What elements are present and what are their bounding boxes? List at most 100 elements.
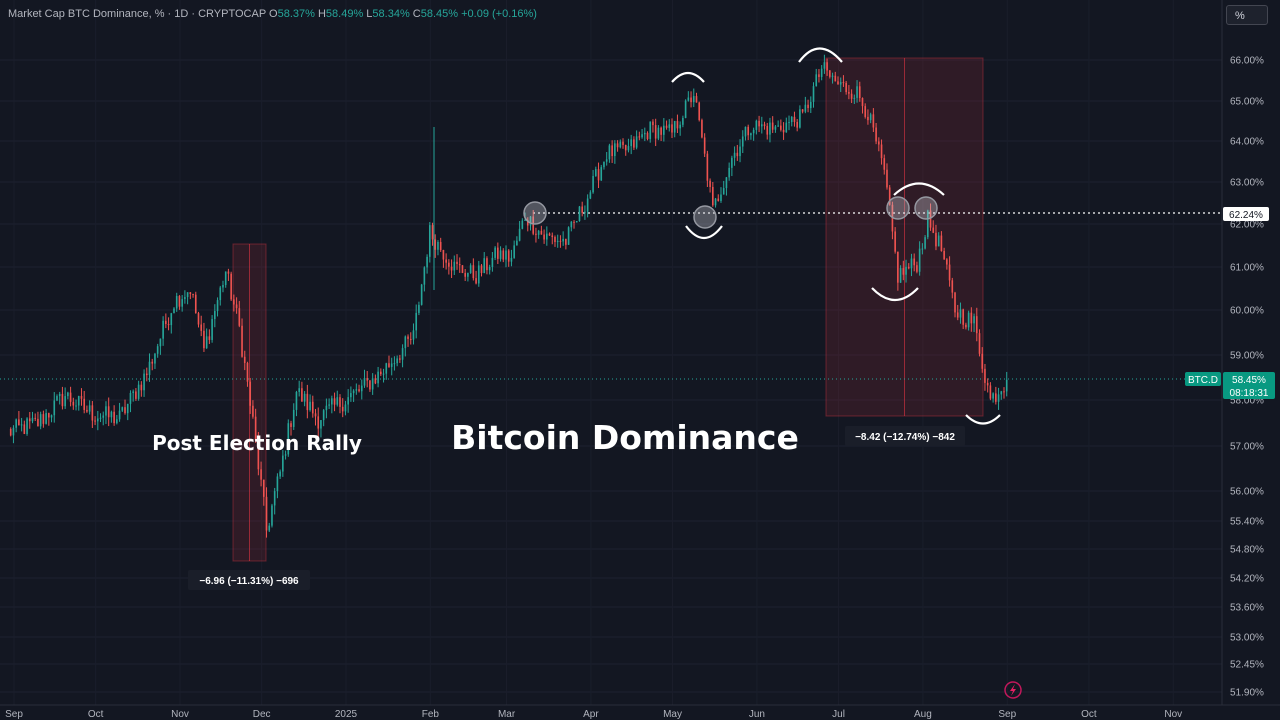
candle-body [540, 230, 543, 235]
candle-body [276, 476, 279, 492]
x-tick-label: Oct [1081, 709, 1097, 720]
candle-body [352, 390, 355, 394]
candle-body [442, 250, 445, 260]
candle-body [663, 125, 665, 135]
candle-body [23, 424, 26, 434]
candle-body [107, 406, 110, 418]
candle-body [271, 505, 273, 526]
candle-body [750, 133, 752, 136]
candle-body [831, 75, 834, 77]
candle-body [358, 389, 360, 392]
lightning-icon[interactable] [1004, 681, 1022, 699]
candle-body [869, 114, 872, 121]
y-tick-label: 53.60% [1230, 603, 1264, 614]
candle-body [148, 361, 151, 376]
candle-body [448, 262, 450, 267]
pattern-circle [914, 196, 938, 220]
candle-body [18, 419, 20, 426]
y-tick-label: 60.00% [1230, 306, 1264, 317]
candle-body [529, 216, 532, 226]
y-tick-label: 54.20% [1230, 574, 1264, 585]
candle-body [807, 104, 809, 109]
candle-body [494, 247, 496, 258]
candle-body [341, 406, 344, 412]
candle-body [603, 161, 605, 168]
candle-body [434, 239, 437, 250]
candle-body [249, 381, 252, 406]
price-axis[interactable] [1222, 0, 1280, 705]
candle-body [339, 397, 341, 407]
candle-body [546, 233, 548, 240]
x-tick-label: 2025 [335, 709, 358, 720]
candle-body [556, 240, 559, 243]
y-axis-ticks: 66.00% 65.00% 64.00% 63.00% 62.00% 61.00% 60.0… [1230, 56, 1264, 699]
percent-scale-button[interactable]: % [1226, 5, 1268, 25]
candle-body [714, 198, 717, 206]
candle-body [45, 413, 47, 424]
candle-body [224, 271, 227, 286]
candle-body [741, 136, 744, 147]
candle-body [290, 423, 292, 427]
candle-body [39, 414, 42, 427]
candle-body [638, 136, 641, 138]
candle-body [649, 121, 652, 139]
candle-body [31, 417, 34, 422]
candle-body [567, 227, 570, 245]
candle-body [428, 225, 431, 257]
candle-body [597, 169, 600, 181]
candle-body [1000, 391, 1003, 395]
high-value: 58.49% [325, 8, 364, 20]
candle-body [935, 232, 937, 247]
candle-body [162, 320, 164, 339]
candle-body [954, 292, 956, 313]
candle-body [439, 241, 442, 251]
y-tick-label: 64.00% [1230, 137, 1264, 148]
candle-body [692, 96, 695, 103]
candle-body [186, 292, 189, 298]
candle-body [458, 264, 461, 266]
candle-body [867, 116, 869, 121]
candle-body [105, 406, 107, 416]
candle-body [875, 127, 877, 142]
candle-body [886, 169, 888, 188]
low-value: 58.34% [372, 8, 410, 20]
candle-body [170, 313, 173, 326]
candle-body [437, 241, 439, 250]
candle-body [116, 419, 118, 424]
candle-body [720, 194, 722, 201]
y-tick-label: 63.00% [1230, 178, 1264, 189]
candle-body [883, 158, 886, 170]
candle-body [921, 248, 924, 250]
candle-body [167, 324, 170, 326]
candle-body [216, 300, 219, 312]
candle-body [194, 294, 197, 314]
candle-body [850, 93, 853, 99]
candle-body [856, 86, 858, 98]
candle-body [502, 250, 505, 260]
candle-body [431, 225, 434, 240]
candle-body [679, 124, 681, 129]
candle-body [829, 70, 831, 77]
candle-body [594, 169, 597, 176]
candle-body [287, 423, 290, 455]
y-tick-label: 51.90% [1230, 688, 1264, 699]
candle-body [627, 146, 630, 151]
candle-body [262, 479, 265, 497]
candle-body [393, 363, 396, 365]
candles [9, 54, 1008, 538]
candle-body [861, 98, 864, 107]
candle-body [633, 139, 635, 148]
candle-body [254, 416, 257, 441]
candle-body [72, 401, 75, 406]
time-axis[interactable] [0, 705, 1280, 720]
candle-body [646, 132, 649, 139]
candle-body [91, 405, 94, 421]
candle-body [717, 198, 720, 201]
x-tick-label: Sep [998, 709, 1016, 720]
candle-body [325, 405, 328, 411]
pattern-circle [886, 196, 910, 220]
x-tick-label: Jul [832, 709, 845, 720]
pattern-arc [671, 71, 705, 83]
candle-body [630, 139, 632, 147]
